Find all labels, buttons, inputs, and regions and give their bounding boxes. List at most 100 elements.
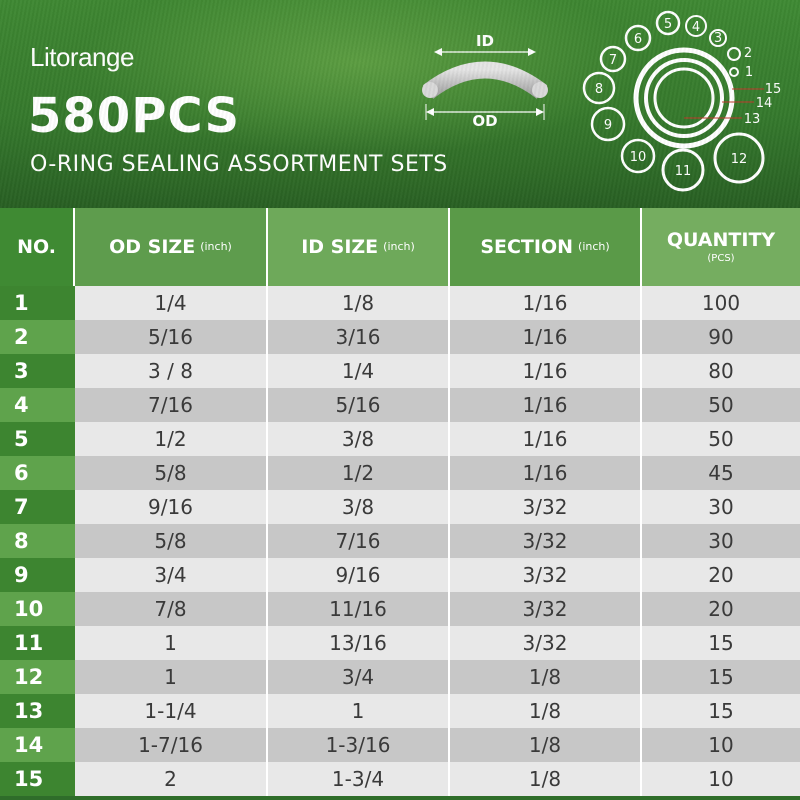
- row-number: 10: [0, 592, 75, 626]
- banner: Litorange 580PCS O-RING SEALING ASSORTME…: [0, 0, 800, 208]
- ring-11: [661, 148, 705, 192]
- id-size-cell: 9/16: [268, 558, 450, 592]
- section-cell: 1/16: [450, 422, 642, 456]
- section-cell: 1/8: [450, 728, 642, 762]
- row-number: 14: [0, 728, 75, 762]
- section-cell: 3/32: [450, 626, 642, 660]
- ring-10: [620, 138, 656, 174]
- oring-size-chart: 1 2 3 4 5 6 7 8 9 10 11 12 13 14 15: [582, 10, 782, 192]
- ring-label-6: 6: [634, 32, 642, 47]
- size-table: NO. OD SIZE (inch) ID SIZE (inch) SECTION(…: [0, 208, 800, 800]
- ring-label-14: 14: [756, 96, 773, 111]
- ring-label-4: 4: [692, 20, 700, 35]
- id-size-cell: 1/2: [268, 456, 450, 490]
- od-size-cell: 1: [75, 660, 268, 694]
- od-size-cell: 3/4: [75, 558, 268, 592]
- od-size-cell: 1: [75, 626, 268, 660]
- section-cell: 1/16: [450, 354, 642, 388]
- id-size-cell: 1/4: [268, 354, 450, 388]
- row-number: 15: [0, 762, 75, 796]
- table-row: 6 5/8 1/2 1/16 45: [0, 456, 800, 490]
- quantity-cell: 15: [642, 694, 800, 728]
- row-number: 8: [0, 524, 75, 558]
- ring-label-9: 9: [604, 118, 612, 133]
- row-number: 13: [0, 694, 75, 728]
- col-section: SECTION (inch): [450, 208, 642, 286]
- od-size-cell: 1-1/4: [75, 694, 268, 728]
- ring-label-2: 2: [744, 46, 752, 61]
- col-od-size: OD SIZE (inch): [75, 208, 268, 286]
- table-row: 5 1/2 3/8 1/16 50: [0, 422, 800, 456]
- row-number: 3: [0, 354, 75, 388]
- ring-label-15: 15: [765, 82, 782, 97]
- table-row: 1 1/4 1/8 1/16 100: [0, 286, 800, 320]
- ring-label-5: 5: [664, 17, 672, 32]
- id-size-cell: 5/16: [268, 388, 450, 422]
- ring-5: [655, 10, 681, 36]
- quantity-cell: 90: [642, 320, 800, 354]
- quantity-cell: 10: [642, 762, 800, 796]
- table-row: 9 3/4 9/16 3/32 20: [0, 558, 800, 592]
- quantity-cell: 100: [642, 286, 800, 320]
- row-number: 7: [0, 490, 75, 524]
- id-size-cell: 1-3/4: [268, 762, 450, 796]
- id-size-cell: 1/8: [268, 286, 450, 320]
- quantity-cell: 30: [642, 524, 800, 558]
- quantity-cell: 45: [642, 456, 800, 490]
- quantity-cell: 15: [642, 660, 800, 694]
- ring-label-11: 11: [675, 164, 692, 179]
- section-cell: 3/32: [450, 558, 642, 592]
- row-number: 4: [0, 388, 75, 422]
- row-number: 12: [0, 660, 75, 694]
- quantity-cell: 50: [642, 422, 800, 456]
- quantity-cell: 30: [642, 490, 800, 524]
- quantity-cell: 20: [642, 558, 800, 592]
- id-size-cell: 1: [268, 694, 450, 728]
- section-cell: 1/16: [450, 456, 642, 490]
- quantity-cell: 80: [642, 354, 800, 388]
- section-cell: 1/8: [450, 694, 642, 728]
- od-size-cell: 3 / 8: [75, 354, 268, 388]
- table-row: 11 1 13/16 3/32 15: [0, 626, 800, 660]
- table-row: 14 1-7/16 1-3/16 1/8 10: [0, 728, 800, 762]
- table-row: 15 2 1-3/4 1/8 10: [0, 762, 800, 796]
- ring-label-8: 8: [595, 82, 603, 97]
- id-size-cell: 3/16: [268, 320, 450, 354]
- table-row: 4 7/16 5/16 1/16 50: [0, 388, 800, 422]
- ring-15: [633, 47, 735, 149]
- od-size-cell: 1/2: [75, 422, 268, 456]
- page-subtitle: O-RING SEALING ASSORTMENT SETS: [30, 152, 448, 177]
- id-size-cell: 1-3/16: [268, 728, 450, 762]
- brand-logo: Litorange: [30, 42, 134, 72]
- od-size-cell: 2: [75, 762, 268, 796]
- ring-label-12: 12: [731, 152, 748, 167]
- od-size-cell: 7/8: [75, 592, 268, 626]
- table-row: 10 7/8 11/16 3/32 20: [0, 592, 800, 626]
- ring-label-3: 3: [714, 31, 722, 46]
- quantity-cell: 15: [642, 626, 800, 660]
- section-cell: 1/16: [450, 388, 642, 422]
- od-size-cell: 9/16: [75, 490, 268, 524]
- id-size-cell: 3/8: [268, 490, 450, 524]
- ring-label-7: 7: [609, 53, 617, 68]
- col-quantity: QUANTITY (PCS): [642, 208, 800, 286]
- section-cell: 3/32: [450, 592, 642, 626]
- id-label: ID: [476, 32, 494, 50]
- col-no: NO.: [0, 208, 75, 286]
- ring-2: [727, 47, 741, 61]
- row-number: 2: [0, 320, 75, 354]
- id-size-cell: 7/16: [268, 524, 450, 558]
- page-title: 580PCS: [28, 88, 241, 144]
- section-cell: 1/16: [450, 286, 642, 320]
- ring-4: [685, 15, 707, 37]
- id-size-cell: 3/8: [268, 422, 450, 456]
- col-id-size: ID SIZE (inch): [268, 208, 450, 286]
- ring-14: [644, 58, 724, 138]
- od-size-cell: 1/4: [75, 286, 268, 320]
- ring-12: [713, 132, 765, 184]
- od-size-cell: 7/16: [75, 388, 268, 422]
- quantity-cell: 20: [642, 592, 800, 626]
- table-row: 7 9/16 3/8 3/32 30: [0, 490, 800, 524]
- od-size-cell: 5/8: [75, 524, 268, 558]
